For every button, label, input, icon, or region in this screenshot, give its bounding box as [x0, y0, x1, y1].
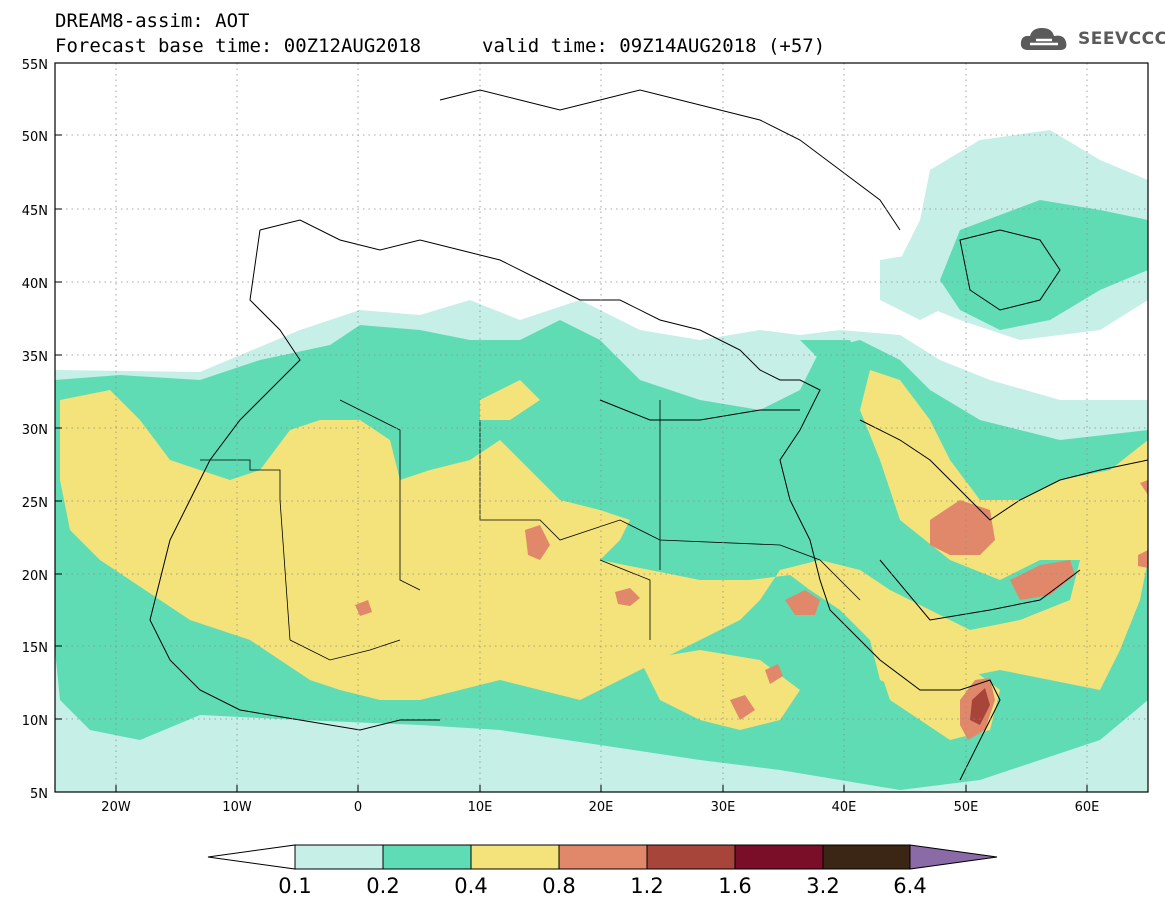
lon-label-50e: 50E [954, 800, 979, 815]
colorbar-swatch-1.2 [646, 844, 736, 870]
lat-label-25n: 25N [22, 496, 48, 511]
lat-label-5n: 5N [30, 787, 48, 802]
coastlines [149, 89, 1148, 781]
graticule [55, 63, 1148, 792]
colorbar [207, 844, 998, 870]
colorbar-swatch-1.6 [734, 844, 824, 870]
colorbar-label-0.4: 0.4 [454, 874, 487, 898]
aot-field [55, 130, 1148, 792]
lon-label-20e: 20E [589, 800, 614, 815]
lat-label-50n: 50N [22, 130, 48, 145]
lat-label-35n: 35N [22, 350, 48, 365]
colorbar-under-arrow [207, 844, 296, 870]
lon-label-40e: 40E [832, 800, 857, 815]
colorbar-swatch-0.1 [294, 844, 384, 870]
lat-label-20n: 20N [22, 569, 48, 584]
colorbar-label-0.8: 0.8 [542, 874, 575, 898]
lon-label-0: 0 [354, 800, 362, 815]
title-line-1: DREAM8-assim: AOT [55, 10, 250, 32]
logo-text: SEEVCCC [1078, 29, 1165, 49]
axis-ticks [55, 62, 1088, 793]
colorbar-labels: 0.1 0.2 0.4 0.8 1.2 1.6 3.2 6.4 [278, 874, 926, 898]
lon-label-10w: 10W [222, 800, 252, 815]
cloud-icon [1020, 28, 1067, 50]
lon-label-30e: 30E [711, 800, 736, 815]
lon-label-20w: 20W [101, 800, 131, 815]
colorbar-swatch-0.4 [470, 844, 560, 870]
colorbar-label-0.2: 0.2 [366, 874, 399, 898]
colorbar-label-3.2: 3.2 [806, 874, 839, 898]
aot-band-0.8 [355, 480, 1148, 740]
lon-label-60e: 60E [1075, 800, 1100, 815]
colorbar-swatch-0.8 [558, 844, 648, 870]
colorbar-label-0.1: 0.1 [278, 874, 311, 898]
colorbar-label-1.6: 1.6 [718, 874, 751, 898]
valid-time: valid time: 09Z14AUG2018 (+57) [482, 35, 826, 57]
lat-label-40n: 40N [22, 277, 48, 292]
seevccc-logo: SEEVCCC [1018, 24, 1165, 54]
lat-label-30n: 30N [22, 423, 48, 438]
colorbar-swatch-0.2 [382, 844, 472, 870]
lon-label-10e: 10E [468, 800, 493, 815]
lon-labels: 20W 10W 0 10E 20E 30E 40E 50E 60E [101, 800, 1099, 815]
colorbar-label-6.4: 6.4 [893, 874, 926, 898]
lat-label-45n: 45N [22, 204, 48, 219]
aot-band-1.2 [970, 688, 990, 725]
colorbar-label-1.2: 1.2 [630, 874, 663, 898]
colorbar-swatch-3.2 [822, 844, 911, 870]
lat-label-15n: 15N [22, 641, 48, 656]
colorbar-over-arrow [909, 844, 998, 870]
lat-label-10n: 10N [22, 714, 48, 729]
forecast-base-time: Forecast base time: 00Z12AUG2018 [55, 35, 422, 57]
lat-labels: 5N 10N 15N 20N 25N 30N 35N 40N 45N 50N 5… [22, 58, 48, 802]
lat-label-55n: 55N [22, 58, 48, 73]
